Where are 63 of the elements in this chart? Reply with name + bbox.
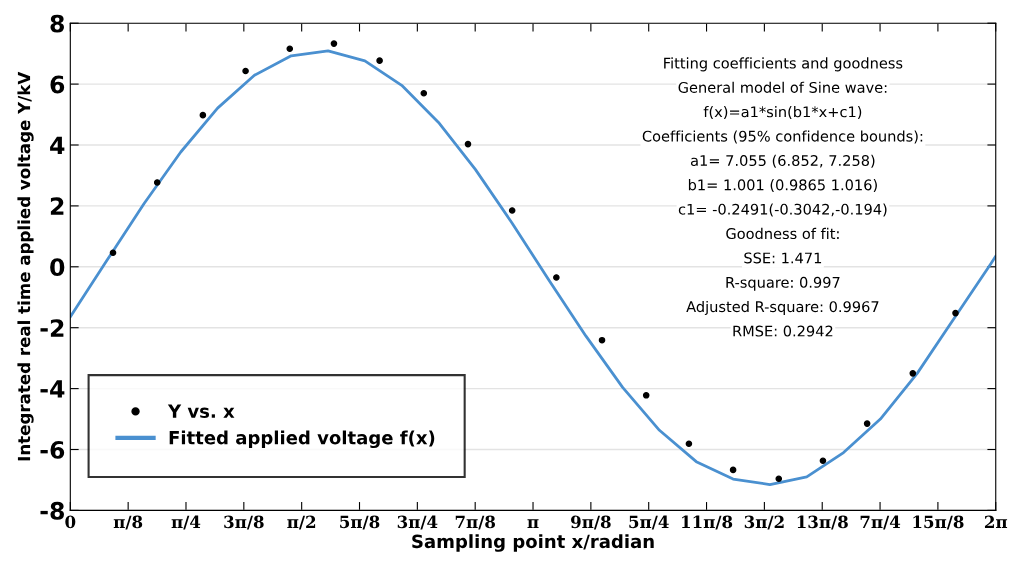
x-tick-label: π/4 <box>171 515 201 530</box>
legend-label: Fitted applied voltage f(x) <box>169 430 435 449</box>
annotation: RMSE: 0.2942 <box>733 325 833 337</box>
x-tick-label: 7π/4 <box>860 515 901 530</box>
point <box>153 179 161 186</box>
point <box>819 457 827 465</box>
annotation: a1= 7.055 (6.852, 7.258) <box>690 154 875 168</box>
x-tick-label: 5π/8 <box>340 515 380 530</box>
x-tick-label: 13π/8 <box>797 515 848 530</box>
y-tick-label: 4 <box>50 136 65 154</box>
annotation: f(x)=a1*sin(b1*x+c1) <box>703 106 862 120</box>
annotation: Goodness of fit: <box>726 227 839 240</box>
annotation: c1= -0.2491(-0.3042,-0.194) <box>678 203 887 217</box>
point <box>642 392 650 399</box>
y-axis-title: Integrated real time applied voltage Y/kV <box>17 71 34 461</box>
x-axis-title: Sampling point x/radian <box>412 534 654 552</box>
x-tick-label: π/8 <box>113 515 143 530</box>
y-tick-label: -6 <box>40 440 65 459</box>
point <box>553 274 560 281</box>
y-tick-label: -8 <box>40 501 64 520</box>
y-tick-label: -4 <box>40 380 65 398</box>
point <box>598 336 606 344</box>
y-tick-label: 6 <box>50 75 65 94</box>
x-tick-label: π/2 <box>287 515 316 530</box>
x-tick-label: 11π/8 <box>682 515 733 530</box>
point <box>376 57 383 64</box>
x-tick-label: 2π <box>984 515 1008 528</box>
point <box>729 466 737 474</box>
annotation: Fitting coefficients and goodness <box>664 57 903 72</box>
point <box>775 475 783 483</box>
annotation: Coefficients (95% confidence bounds): <box>642 130 923 144</box>
point <box>909 370 917 377</box>
x-tick-label: 7π/8 <box>455 515 496 530</box>
x-tick-label: π <box>527 519 539 528</box>
y-tick-label: 2 <box>50 197 64 215</box>
point <box>685 440 693 448</box>
point <box>420 89 428 97</box>
x-tick-label: 9π/8 <box>571 515 611 530</box>
x-tick-label: 0 <box>65 515 76 529</box>
x-tick-label: 15π/8 <box>913 515 964 530</box>
point <box>863 420 871 427</box>
y-tick-label: -2 <box>40 319 64 337</box>
annotation: b1= 1.001 (0.9865 1.016) <box>688 179 877 193</box>
annotation: R-square: 0.997 <box>726 276 840 291</box>
x-tick-label: 3π/4 <box>397 515 438 530</box>
annotation: Adjusted R-square: 0.9967 <box>686 300 879 316</box>
y-tick-label: 0 <box>50 258 65 277</box>
x-tick-label: 3π/2 <box>744 515 784 530</box>
line-series <box>70 49 996 486</box>
annotation: SSE: 1.471 <box>744 252 822 264</box>
y-tick-label: 8 <box>50 14 64 33</box>
point <box>952 309 959 317</box>
point <box>330 40 338 47</box>
x-tick-label: 5π/4 <box>629 515 669 530</box>
point <box>199 111 207 119</box>
x-tick-label: 3π/8 <box>224 515 264 530</box>
point <box>508 207 516 214</box>
legend-label: Y vs. x <box>167 404 235 418</box>
point <box>286 45 294 53</box>
point <box>242 67 249 75</box>
point <box>464 140 472 148</box>
annotation: General model of Sine wave: <box>678 81 887 93</box>
point <box>109 249 117 257</box>
